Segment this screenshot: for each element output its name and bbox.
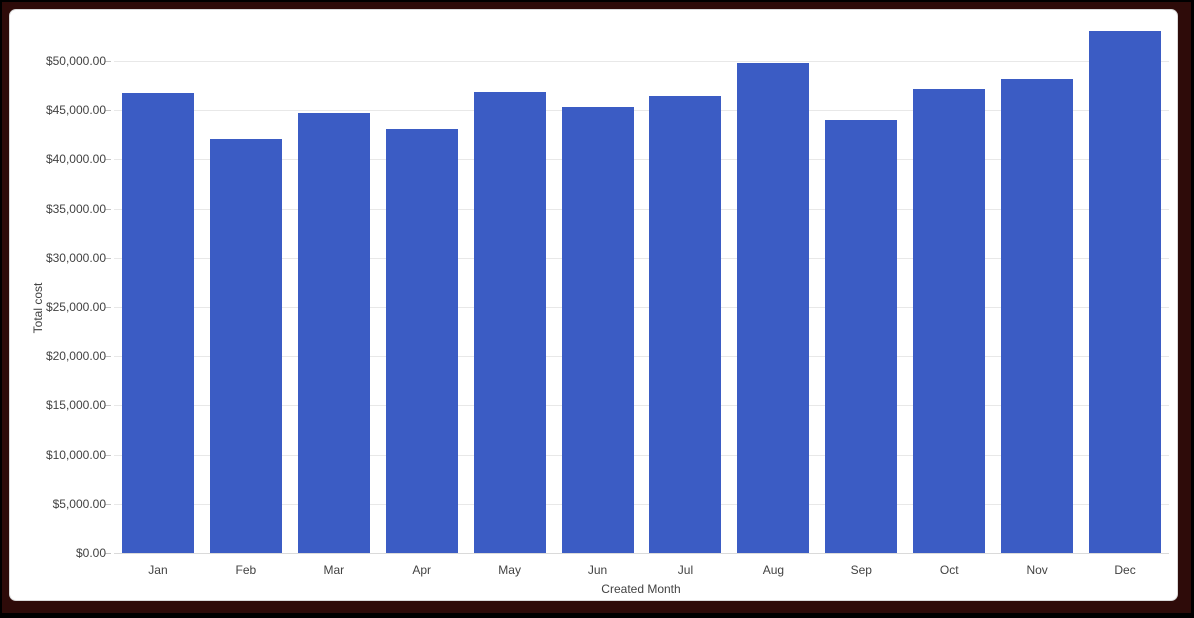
y-tick-mark <box>105 257 111 259</box>
gridline <box>114 356 1169 358</box>
gridline <box>114 503 1169 505</box>
y-axis-title: Total cost <box>31 282 45 334</box>
y-tick-label: $5,000.00 <box>52 496 106 511</box>
gridline <box>114 405 1169 407</box>
y-tick-label: $0.00 <box>75 546 106 560</box>
bar-jun[interactable] <box>561 107 634 553</box>
x-tick-label-jul: Jul <box>677 563 694 577</box>
bar-feb[interactable] <box>209 139 282 553</box>
bar-oct[interactable] <box>913 89 986 553</box>
bar-jul[interactable] <box>649 96 722 553</box>
x-tick-label-jan: Jan <box>148 563 168 577</box>
bar-sep[interactable] <box>825 120 898 553</box>
x-tick-label-may: May <box>498 563 521 577</box>
x-axis-title: Created Month <box>601 582 681 596</box>
y-tick-label: $25,000.00 <box>45 300 106 314</box>
y-tick-label: $15,000.00 <box>45 398 106 413</box>
gridline <box>114 110 1169 112</box>
x-tick-label-jun: Jun <box>587 563 608 577</box>
y-tick-mark <box>105 405 111 407</box>
gridline <box>114 454 1169 456</box>
x-tick-label-aug: Aug <box>762 563 785 577</box>
y-tick-label: $30,000.00 <box>45 250 106 265</box>
y-tick-mark <box>105 208 111 210</box>
y-tick-label: $10,000.00 <box>45 447 106 462</box>
y-tick-mark <box>105 503 111 505</box>
y-tick-mark <box>105 159 111 161</box>
y-tick-mark <box>105 356 111 358</box>
bar-dec[interactable] <box>1089 31 1162 553</box>
bar-mar[interactable] <box>297 113 370 553</box>
gridline <box>114 307 1169 308</box>
bar-jan[interactable] <box>121 93 194 553</box>
plot-area: $0.00 $5,000.00 $10,000.00 $15,000.00 $20,00… <box>46 31 1169 577</box>
bar-aug[interactable] <box>737 63 810 553</box>
x-tick-label-sep: Sep <box>850 563 872 577</box>
y-tick-label: $35,000.00 <box>45 201 106 216</box>
bar-may[interactable] <box>473 92 546 553</box>
gridline <box>114 61 1169 62</box>
y-tick-label: $50,000.00 <box>45 54 106 68</box>
gridline <box>114 257 1169 259</box>
gridline <box>114 553 1169 554</box>
y-tick-label: $20,000.00 <box>45 349 106 364</box>
y-tick-mark <box>105 553 111 554</box>
y-tick-mark <box>105 307 111 308</box>
y-tick-mark <box>105 454 111 456</box>
y-tick-mark <box>105 110 111 112</box>
y-tick-label: $45,000.00 <box>45 103 106 118</box>
x-tick-label-feb: Feb <box>235 563 257 577</box>
x-tick-label-nov: Nov <box>1026 563 1048 577</box>
chart-card: Total cost $0.00 $5,000.00 $10,000.00 $15,0… <box>9 9 1178 601</box>
gridline <box>114 159 1169 161</box>
bar-apr[interactable] <box>385 129 458 553</box>
gridline <box>114 208 1169 210</box>
bar-nov[interactable] <box>1001 79 1074 553</box>
x-tick-label-mar: Mar <box>323 563 345 577</box>
x-tick-label-dec: Dec <box>1114 563 1136 577</box>
x-tick-label-apr: Apr <box>412 563 432 577</box>
y-tick-mark <box>105 61 111 62</box>
y-tick-label: $40,000.00 <box>45 152 106 167</box>
x-tick-label-oct: Oct <box>939 563 959 577</box>
